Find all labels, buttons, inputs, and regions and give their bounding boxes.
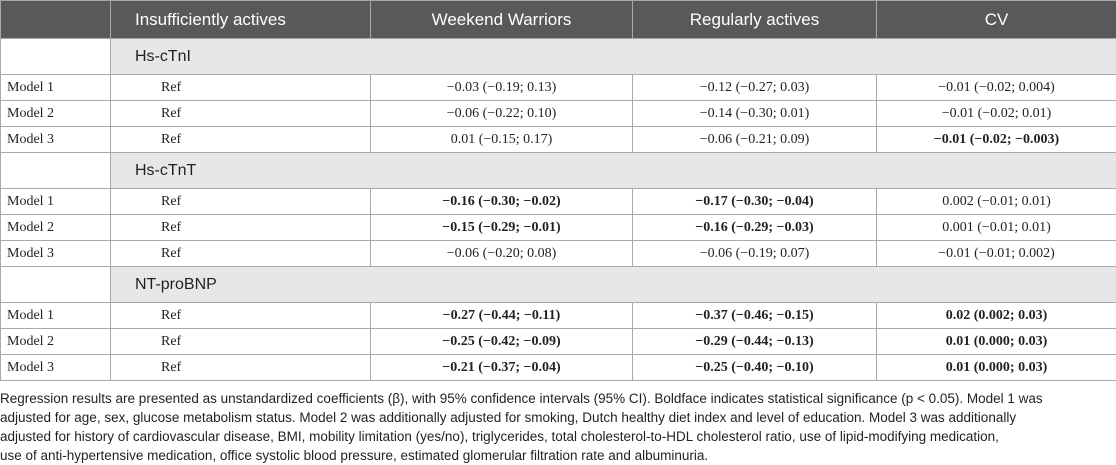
section-blank-cell: [1, 267, 111, 303]
section-row: Hs-cTnI: [1, 39, 1116, 75]
model-cell: Model 3: [1, 241, 111, 267]
cv-cell: −0.01 (−0.02; 0.004): [877, 75, 1116, 101]
section-label: Hs-cTnT: [111, 153, 1116, 189]
regularly-actives-cell: −0.16 (−0.29; −0.03): [633, 215, 877, 241]
ref-cell: Ref: [111, 75, 371, 101]
header-regularly-actives: Regularly actives: [633, 1, 877, 39]
weekend-warriors-cell: −0.16 (−0.30; −0.02): [371, 189, 633, 215]
weekend-warriors-cell: −0.27 (−0.44; −0.11): [371, 303, 633, 329]
model-cell: Model 2: [1, 329, 111, 355]
weekend-warriors-cell: −0.03 (−0.19; 0.13): [371, 75, 633, 101]
section-label: Hs-cTnI: [111, 39, 1116, 75]
cv-cell: 0.01 (0.000; 0.03): [877, 329, 1116, 355]
regularly-actives-cell: −0.06 (−0.21; 0.09): [633, 127, 877, 153]
regularly-actives-cell: −0.37 (−0.46; −0.15): [633, 303, 877, 329]
footnote-line: use of anti-hypertensive medication, off…: [0, 448, 708, 463]
header-cell-empty: [1, 1, 111, 39]
regularly-actives-cell: −0.12 (−0.27; 0.03): [633, 75, 877, 101]
header-weekend-warriors: Weekend Warriors: [371, 1, 633, 39]
regularly-actives-cell: −0.06 (−0.19; 0.07): [633, 241, 877, 267]
ref-cell: Ref: [111, 189, 371, 215]
weekend-warriors-cell: −0.15 (−0.29; −0.01): [371, 215, 633, 241]
regularly-actives-cell: −0.14 (−0.30; 0.01): [633, 101, 877, 127]
footnote-line: adjusted for history of cardiovascular d…: [0, 429, 999, 444]
model-cell: Model 1: [1, 303, 111, 329]
ref-cell: Ref: [111, 241, 371, 267]
section-blank-cell: [1, 39, 111, 75]
footnote-line: Regression results are presented as unst…: [0, 391, 1043, 406]
regularly-actives-cell: −0.17 (−0.30; −0.04): [633, 189, 877, 215]
cv-cell: −0.01 (−0.01; 0.002): [877, 241, 1116, 267]
ref-cell: Ref: [111, 303, 371, 329]
section-label: NT-proBNP: [111, 267, 1116, 303]
cv-cell: 0.001 (−0.01; 0.01): [877, 215, 1116, 241]
cv-cell: 0.02 (0.002; 0.03): [877, 303, 1116, 329]
weekend-warriors-cell: −0.25 (−0.42; −0.09): [371, 329, 633, 355]
ref-cell: Ref: [111, 329, 371, 355]
header-cv: CV: [877, 1, 1116, 39]
weekend-warriors-cell: −0.06 (−0.20; 0.08): [371, 241, 633, 267]
cv-cell: 0.002 (−0.01; 0.01): [877, 189, 1116, 215]
section-blank-cell: [1, 153, 111, 189]
model-cell: Model 1: [1, 75, 111, 101]
results-table: Insufficiently actives Weekend Warriors …: [0, 0, 1116, 381]
section-row: NT-proBNP: [1, 267, 1116, 303]
model-cell: Model 2: [1, 101, 111, 127]
header-row: Insufficiently actives Weekend Warriors …: [1, 1, 1116, 39]
weekend-warriors-cell: 0.01 (−0.15; 0.17): [371, 127, 633, 153]
model-cell: Model 3: [1, 127, 111, 153]
cv-cell: −0.01 (−0.02; −0.003): [877, 127, 1116, 153]
section-row: Hs-cTnT: [1, 153, 1116, 189]
model-cell: Model 1: [1, 189, 111, 215]
weekend-warriors-cell: −0.06 (−0.22; 0.10): [371, 101, 633, 127]
header-insufficiently-actives: Insufficiently actives: [111, 1, 371, 39]
model-cell: Model 2: [1, 215, 111, 241]
cv-cell: −0.01 (−0.02; 0.01): [877, 101, 1116, 127]
ref-cell: Ref: [111, 127, 371, 153]
ref-cell: Ref: [111, 215, 371, 241]
table-footnote: Regression results are presented as unst…: [0, 370, 1116, 465]
regularly-actives-cell: −0.29 (−0.44; −0.13): [633, 329, 877, 355]
footnote-line: adjusted for age, sex, glucose metabolis…: [0, 410, 1016, 425]
ref-cell: Ref: [111, 101, 371, 127]
